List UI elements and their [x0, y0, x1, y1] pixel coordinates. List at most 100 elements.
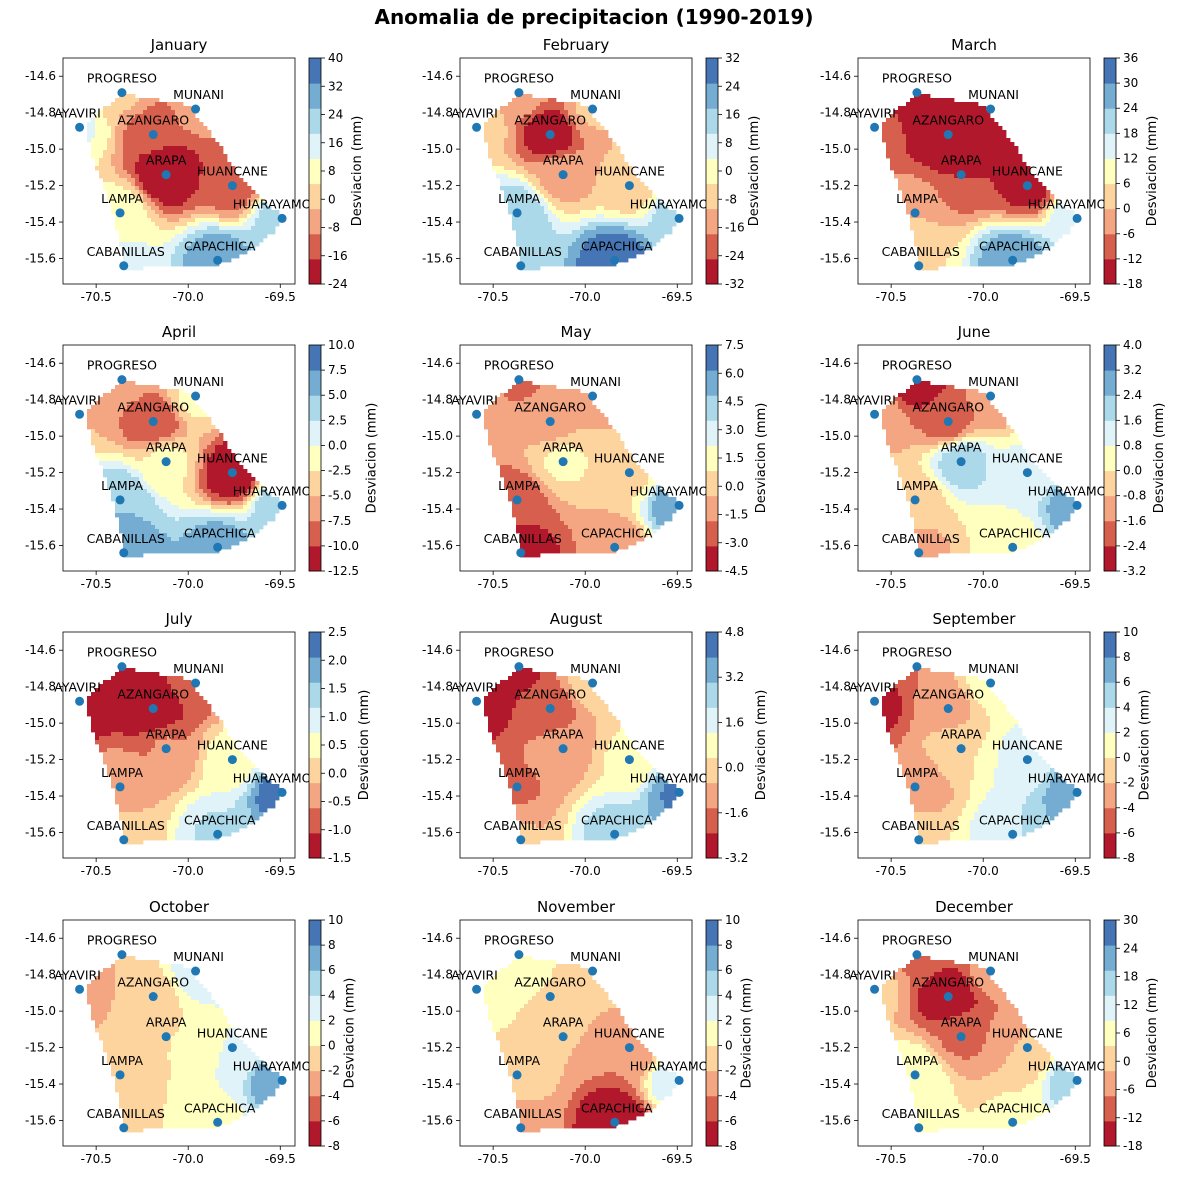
station-marker	[213, 255, 223, 265]
colorbar-segment	[1104, 832, 1116, 859]
station-label: CABANILLAS	[87, 818, 165, 833]
station-label: LAMPA	[896, 191, 938, 206]
station-marker	[588, 104, 598, 114]
colorbar-segment	[706, 995, 718, 1021]
y-tick-label: -14.8	[25, 680, 56, 694]
panel-title: January	[150, 36, 208, 54]
station-marker	[545, 417, 555, 427]
station-marker	[910, 495, 920, 505]
colorbar-segment	[1104, 732, 1116, 759]
y-tick-label: -14.6	[820, 69, 851, 83]
colorbar-segment	[309, 520, 321, 547]
station-label: LAMPA	[101, 1053, 143, 1068]
x-tick-label: -69.5	[265, 290, 296, 304]
x-tick-label: -70.5	[876, 290, 907, 304]
panel-title: December	[935, 898, 1014, 916]
station-label: HUANCANE	[992, 1026, 1063, 1041]
station-label: AYAVIRI	[849, 679, 896, 694]
y-tick-label: -14.8	[25, 393, 56, 407]
colorbar-tick-label: 3.0	[725, 423, 744, 437]
station-label: HUARAYAMO	[1028, 1058, 1107, 1073]
station-marker	[75, 984, 85, 994]
colorbar-segment	[1104, 445, 1116, 472]
colorbar-tick-label: -6	[1123, 227, 1135, 241]
colorbar-tick-label: 10.0	[328, 338, 355, 352]
station-label: HUANCANE	[594, 451, 665, 466]
y-tick-label: -15.2	[820, 179, 851, 193]
colorbar-segment	[706, 807, 718, 834]
x-tick-label: -70.5	[876, 577, 907, 591]
colorbar-tick-label: 8	[328, 164, 336, 178]
station-marker	[558, 744, 568, 754]
field-surface	[87, 668, 284, 845]
y-tick-label: -15.4	[820, 215, 851, 229]
axes-frame	[459, 57, 693, 285]
colorbar-segment	[706, 133, 718, 159]
station-marker	[213, 1117, 223, 1127]
colorbar-segment	[1104, 133, 1116, 159]
station-marker	[516, 548, 526, 558]
station-label: ARAPA	[146, 153, 187, 168]
station-label: LAMPA	[101, 478, 143, 493]
y-tick-label: -15.0	[25, 429, 56, 443]
y-tick-label: -15.4	[25, 1077, 56, 1091]
colorbar-tick-label: -6	[1123, 1083, 1135, 1097]
y-tick-label: -15.6	[422, 251, 453, 265]
colorbar-tick-label: 0	[1123, 1054, 1131, 1068]
colorbar-segment	[706, 1120, 718, 1147]
colorbar-tick-label: 8	[725, 136, 733, 150]
colorbar-tick-label: 12	[1123, 998, 1138, 1012]
colorbar-tick-label: -1.6	[1123, 514, 1146, 528]
colorbar-tick-label: 0	[725, 1039, 733, 1053]
colorbar-segment	[706, 470, 718, 497]
station-marker	[472, 122, 482, 132]
colorbar-tick-label: -16	[328, 249, 348, 263]
colorbar-segment	[706, 420, 718, 446]
colorbar-segment	[1104, 258, 1116, 285]
colorbar-tick-label: 16	[328, 136, 343, 150]
colorbar: -18 -12 -6 0 6 12 18 24 30 Desviacion (mm)	[1103, 913, 1160, 1153]
colorbar-tick-label: 0.0	[725, 761, 744, 775]
axes-frame	[62, 631, 296, 859]
colorbar-tick-label: 30	[1123, 913, 1138, 927]
colorbar: -12.5 -10.0 -7.5 -5.0 -2.5 0.0 2.5 5.0 7.5 10.0 De…	[308, 338, 380, 578]
panel-title: August	[550, 610, 603, 628]
station-marker	[148, 417, 158, 427]
station-marker	[943, 130, 953, 140]
station-label: CAPACHICA	[581, 1100, 653, 1115]
station-marker	[1008, 1117, 1018, 1127]
y-tick-label: -14.8	[25, 968, 56, 982]
station-label: LAMPA	[498, 1053, 540, 1068]
colorbar-tick-label: -24	[328, 277, 348, 291]
x-tick-label: -70.0	[570, 864, 601, 878]
colorbar-segment	[1104, 632, 1116, 658]
colorbar-tick-label: 4	[328, 988, 336, 1002]
axes-frame	[857, 919, 1091, 1147]
colorbar-tick-label: -2	[725, 1064, 737, 1078]
panel-title: April	[162, 323, 196, 341]
station-label: ARAPA	[543, 1015, 584, 1030]
colorbar-segment	[1104, 782, 1116, 809]
colorbar-tick-label: 12	[1123, 151, 1138, 165]
y-tick-label: -14.8	[422, 680, 453, 694]
colorbar-tick-label: 4.8	[725, 625, 744, 639]
figure-title: Anomalia de precipitacion (1990-2019)	[374, 5, 814, 29]
station-marker	[870, 122, 880, 132]
colorbar-segment	[706, 732, 718, 759]
y-tick-label: -15.2	[25, 179, 56, 193]
colorbar-tick-label: 0.5	[328, 738, 347, 752]
station-marker	[277, 787, 287, 797]
station-marker	[914, 1123, 924, 1133]
colorbar-segment	[1104, 657, 1116, 683]
y-tick-label: -15.2	[820, 466, 851, 480]
station-label: PROGRESO	[484, 358, 554, 373]
station-marker	[558, 170, 568, 180]
colorbar-tick-label: 0.0	[328, 766, 347, 780]
station-marker	[545, 130, 555, 140]
station-label: CABANILLAS	[87, 531, 165, 546]
station-marker	[1022, 1043, 1032, 1053]
station-label: HUANCANE	[197, 164, 268, 179]
colorbar-segment	[309, 1095, 321, 1122]
colorbar-tick-label: -10.0	[328, 539, 359, 553]
panel-july: July -70.5 -70.0 -69.5 -14.6 -14.8 -15.0 -15.2 -…	[25, 610, 372, 878]
